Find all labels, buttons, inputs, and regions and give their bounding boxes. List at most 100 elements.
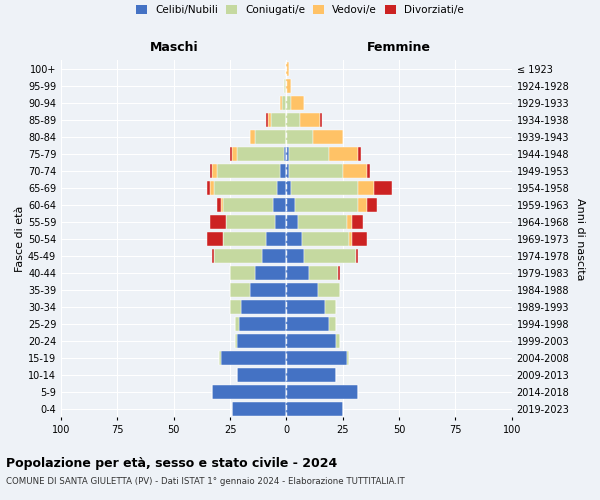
Bar <box>212 164 217 178</box>
Bar <box>232 147 237 161</box>
Bar <box>295 198 358 212</box>
Bar <box>286 164 289 178</box>
Bar <box>266 232 286 246</box>
Bar <box>235 317 239 331</box>
Text: Femmine: Femmine <box>367 40 431 54</box>
Bar <box>208 232 223 246</box>
Bar <box>286 334 336 348</box>
Bar <box>349 232 352 246</box>
Bar <box>286 249 304 263</box>
Bar <box>226 215 275 229</box>
Bar <box>223 198 273 212</box>
Text: Popolazione per età, sesso e stato civile - 2024: Popolazione per età, sesso e stato civil… <box>6 458 337 470</box>
Bar <box>250 130 255 144</box>
Y-axis label: Anni di nascita: Anni di nascita <box>575 198 585 280</box>
Bar <box>237 334 286 348</box>
Bar <box>214 181 277 195</box>
Bar <box>358 147 361 161</box>
Bar <box>325 300 336 314</box>
Bar <box>286 215 298 229</box>
Bar <box>237 147 284 161</box>
Bar <box>286 368 336 382</box>
Bar <box>280 164 286 178</box>
Bar <box>318 283 340 297</box>
Bar <box>230 283 250 297</box>
Bar <box>286 232 302 246</box>
Bar <box>286 113 300 127</box>
Bar <box>352 215 363 229</box>
Bar <box>280 96 282 110</box>
Bar <box>230 300 241 314</box>
Bar <box>284 79 286 93</box>
Bar <box>268 113 271 127</box>
Bar <box>262 249 286 263</box>
Bar <box>289 164 343 178</box>
Bar <box>208 181 210 195</box>
Bar <box>237 368 286 382</box>
Bar <box>374 181 392 195</box>
Bar <box>286 300 325 314</box>
Bar <box>277 181 286 195</box>
Bar <box>275 215 286 229</box>
Bar <box>320 113 322 127</box>
Bar <box>230 147 232 161</box>
Bar <box>304 249 356 263</box>
Bar <box>219 351 221 365</box>
Bar <box>356 249 358 263</box>
Bar <box>298 215 347 229</box>
Bar <box>255 130 286 144</box>
Bar <box>210 164 212 178</box>
Bar <box>282 96 286 110</box>
Bar <box>210 215 226 229</box>
Bar <box>239 317 286 331</box>
Bar <box>358 181 374 195</box>
Bar <box>223 232 266 246</box>
Bar <box>289 147 329 161</box>
Bar <box>313 130 343 144</box>
Bar <box>347 351 349 365</box>
Bar <box>291 96 304 110</box>
Bar <box>221 351 286 365</box>
Bar <box>286 62 289 76</box>
Bar <box>212 249 214 263</box>
Bar <box>232 402 286 416</box>
Bar <box>286 181 291 195</box>
Bar <box>367 164 370 178</box>
Bar <box>241 300 286 314</box>
Bar <box>210 181 214 195</box>
Bar <box>291 181 358 195</box>
Bar <box>217 164 280 178</box>
Bar <box>286 283 318 297</box>
Bar <box>235 334 237 348</box>
Text: COMUNE DI SANTA GIULETTA (PV) - Dati ISTAT 1° gennaio 2024 - Elaborazione TUTTIT: COMUNE DI SANTA GIULETTA (PV) - Dati IST… <box>6 478 405 486</box>
Bar <box>255 266 286 280</box>
Bar <box>286 317 329 331</box>
Bar <box>309 266 338 280</box>
Bar <box>284 147 286 161</box>
Bar <box>286 402 343 416</box>
Bar <box>367 198 377 212</box>
Bar <box>214 249 262 263</box>
Bar <box>286 96 291 110</box>
Bar <box>221 198 223 212</box>
Legend: Celibi/Nubili, Coniugati/e, Vedovi/e, Divorziati/e: Celibi/Nubili, Coniugati/e, Vedovi/e, Di… <box>136 5 464 15</box>
Bar <box>286 266 309 280</box>
Bar <box>286 385 358 399</box>
Bar <box>286 351 347 365</box>
Bar <box>250 283 286 297</box>
Bar <box>266 113 268 127</box>
Bar <box>329 317 336 331</box>
Bar <box>347 215 352 229</box>
Bar <box>358 198 367 212</box>
Bar <box>338 266 340 280</box>
Bar <box>286 198 295 212</box>
Bar <box>329 147 358 161</box>
Bar <box>302 232 349 246</box>
Bar <box>286 130 313 144</box>
Bar <box>271 113 286 127</box>
Bar <box>217 198 221 212</box>
Y-axis label: Fasce di età: Fasce di età <box>15 206 25 272</box>
Bar <box>336 334 340 348</box>
Bar <box>300 113 320 127</box>
Bar <box>230 266 255 280</box>
